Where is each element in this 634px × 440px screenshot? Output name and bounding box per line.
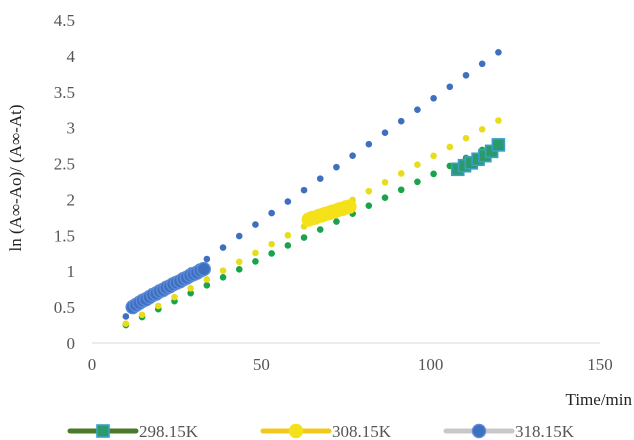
trend-dot-298.15K (430, 170, 437, 178)
legend-label-298.15K: 298.15K (139, 422, 199, 440)
y-tick-label: 1.5 (54, 226, 75, 245)
trend-dot-308.15K (154, 302, 162, 310)
trend-dot-298.15K (252, 258, 259, 265)
x-tick-label: 50 (253, 355, 270, 374)
y-tick-label: 0.5 (54, 298, 75, 317)
y-tick-label: 2.5 (54, 155, 75, 174)
trend-dot-298.15K (300, 234, 308, 241)
trend-dot-298.15K (397, 186, 405, 194)
trend-dot-308.15K (203, 276, 211, 283)
axes: 0 50 100 150 0 0.5 1 1.5 2 2.5 3 3.5 4 4.5 (54, 11, 613, 374)
trend-dot-318.15K (446, 83, 454, 91)
trend-dot-308.15K (171, 293, 178, 301)
y-tick-label: 0 (67, 334, 76, 353)
trend-dot-298.15K (268, 250, 275, 257)
trend-dot-308.15K (252, 249, 259, 257)
trend-dot-308.15K (122, 320, 130, 327)
trend-dot-308.15K (268, 240, 275, 248)
y-axis-title: ln (A∞-Ao)/ (A∞-At) (6, 105, 25, 252)
trend-dot-308.15K (381, 179, 389, 186)
y-tick-label: 1 (67, 262, 76, 281)
trend-dot-308.15K (478, 126, 486, 133)
trend-dot-308.15K (397, 170, 405, 177)
legend-marker-308.15K (288, 423, 304, 439)
y-tick-label: 2 (67, 190, 76, 209)
trend-dot-308.15K (446, 143, 454, 151)
trend-dot-298.15K (235, 266, 243, 273)
y-tick-label: 3.5 (54, 83, 75, 102)
trend-dot-318.15K (397, 117, 405, 125)
x-tick-label: 150 (587, 355, 613, 374)
data-point-308.15K (342, 199, 357, 214)
trend-dot-318.15K (284, 198, 292, 205)
trend-dot-298.15K (284, 242, 292, 249)
trend-dot-318.15K (333, 163, 340, 171)
trend-dot-308.15K (219, 267, 227, 274)
trend-dot-318.15K (462, 71, 470, 79)
trend-dot-308.15K (414, 161, 421, 168)
trend-dot-318.15K (122, 313, 130, 320)
legend-label-308.15K: 308.15K (332, 422, 392, 440)
trend-dot-318.15K (349, 152, 356, 159)
trend-dot-318.15K (300, 186, 308, 194)
legend: 298.15K 308.15K 318.15K (67, 422, 575, 440)
trend-dot-318.15K (478, 60, 486, 68)
trend-dot-318.15K (430, 94, 437, 102)
trend-dot-298.15K (365, 202, 373, 209)
trend-dot-308.15K (235, 258, 243, 266)
legend-marker-298.15K (96, 424, 110, 438)
trend-dot-298.15K (219, 274, 227, 281)
x-tick-label: 100 (418, 355, 444, 374)
trend-dot-318.15K (316, 175, 324, 182)
x-tick-label: 0 (88, 355, 97, 374)
trend-dot-318.15K (268, 209, 275, 217)
trend-dot-308.15K (365, 187, 373, 195)
trend-dot-298.15K (203, 281, 211, 289)
trend-dot-308.15K (187, 284, 194, 292)
legend-label-318.15K: 318.15K (515, 422, 575, 440)
trend-dot-308.15K (138, 311, 146, 319)
y-tick-label: 4.5 (54, 11, 75, 30)
trend-dot-318.15K (414, 106, 421, 114)
x-axis-title: Time/min (566, 390, 633, 409)
trend-dot-298.15K (414, 178, 421, 186)
data-points (125, 138, 506, 315)
legend-marker-318.15K (471, 423, 487, 439)
trend-dot-318.15K (252, 221, 259, 228)
trend-dot-308.15K (430, 152, 437, 160)
trend-dot-308.15K (284, 232, 292, 239)
y-tick-label: 4 (67, 47, 76, 66)
trend-dot-318.15K (219, 244, 227, 251)
trend-dot-318.15K (365, 140, 373, 148)
trend-dot-308.15K (495, 117, 502, 124)
trend-dot-298.15K (316, 226, 324, 233)
data-point-298.15K (491, 138, 506, 152)
y-tick-label: 3 (67, 119, 76, 138)
trend-dot-318.15K (495, 49, 502, 56)
trend-dot-298.15K (381, 194, 389, 202)
trend-dot-308.15K (462, 134, 470, 142)
data-point-318.15K (196, 261, 211, 277)
trend-dot-298.15K (187, 289, 194, 297)
trend-dot-318.15K (203, 255, 211, 263)
trend-dot-318.15K (235, 232, 243, 240)
trend-dot-318.15K (381, 129, 389, 136)
trend-dot-298.15K (333, 218, 340, 225)
